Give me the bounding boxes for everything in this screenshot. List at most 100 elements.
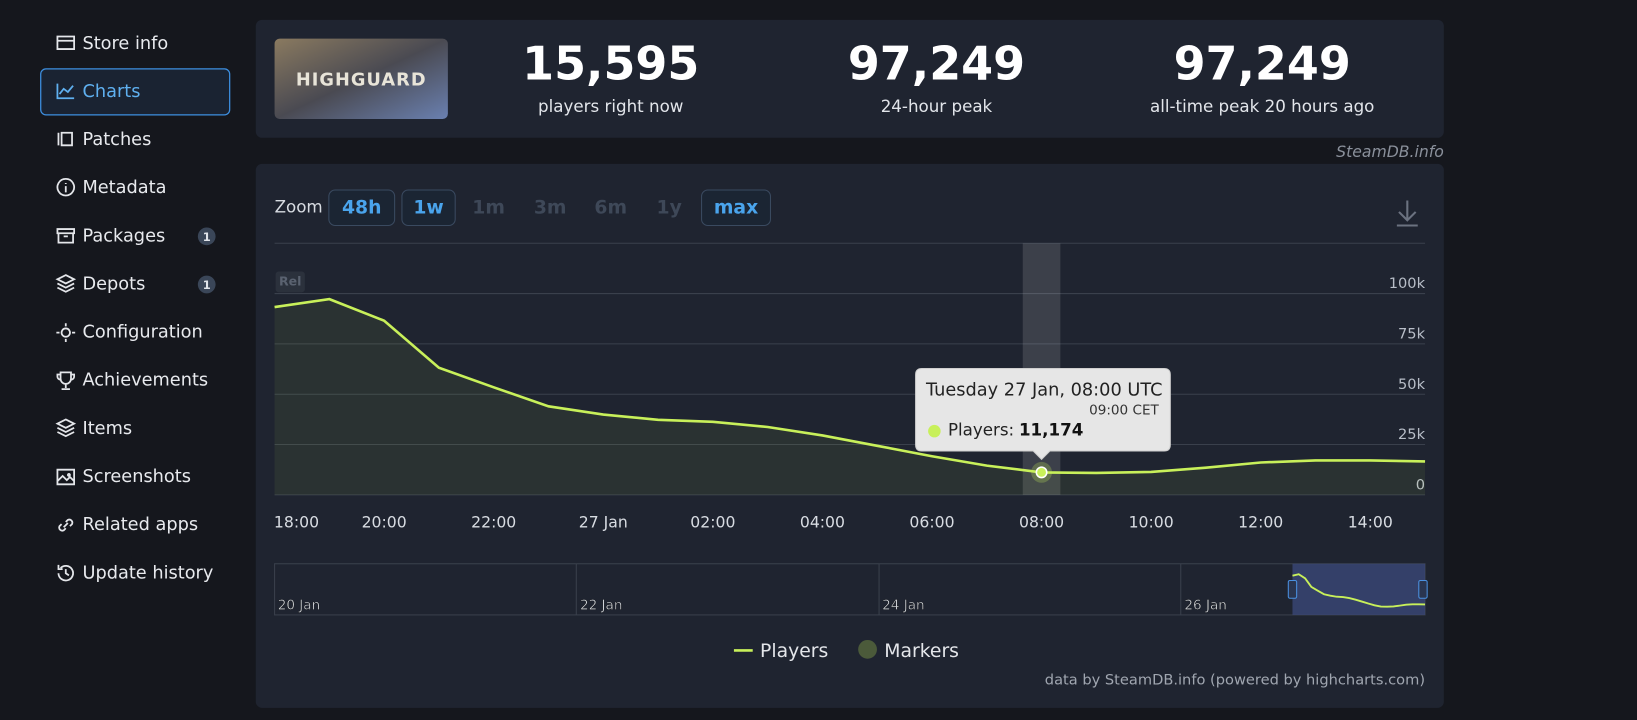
tooltip-box [915, 368, 1171, 461]
sidebar-icon [56, 371, 76, 390]
x-tick-label: 12:00 [1238, 513, 1283, 532]
navigator-handle[interactable] [1287, 579, 1298, 599]
x-tick-label: 10:00 [1129, 513, 1174, 532]
zoom-button[interactable]: 48h [328, 189, 396, 227]
x-tick-label: 18:00 [274, 513, 319, 532]
stat-label: all-time peak 20 hours ago [1150, 96, 1374, 116]
legend-label[interactable]: Markers [884, 641, 959, 662]
navigator-label: 22 Jan [580, 598, 622, 614]
sidebar-item[interactable]: Update history [57, 563, 213, 583]
y-tick-label: 100k [1389, 275, 1426, 292]
zoom-button-box [701, 189, 771, 227]
zoom-button-box [328, 189, 396, 227]
sidebar-icon [57, 131, 73, 147]
navigator-line [1292, 573, 1426, 608]
hover-point [1035, 466, 1048, 479]
game-image [274, 38, 448, 120]
watermark: SteamDB.info [1336, 142, 1444, 161]
download-icon[interactable] [1396, 200, 1418, 227]
sidebar-item[interactable]: Store info [56, 34, 168, 54]
sidebar-icon [56, 83, 75, 100]
sidebar-item[interactable]: Metadata [56, 177, 166, 198]
sidebar-icon [56, 177, 75, 197]
sidebar: Store info Charts Patches Metadata Packages 1… [40, 34, 231, 583]
sidebar-icon [56, 35, 76, 50]
game-logo: HIGHGUARD [296, 70, 427, 90]
zoom-button-label: 1w [413, 197, 443, 218]
sidebar-item[interactable]: Configuration [56, 323, 203, 343]
x-tick-label: 02:00 [690, 513, 735, 532]
zoom-button-label: 3m [534, 197, 567, 218]
sidebar-label: Achievements [82, 371, 208, 391]
badge [197, 275, 216, 294]
sidebar-label: Configuration [82, 323, 202, 343]
sidebar-item[interactable]: Achievements [56, 371, 208, 391]
tooltip-label: Players: [948, 420, 1014, 440]
sidebar-item[interactable]: Related apps [58, 515, 198, 535]
stats-panel [255, 19, 1444, 138]
zoom-button-label: 1y [657, 197, 682, 218]
x-tick-label: 04:00 [800, 513, 845, 532]
stat-value: 15,595 [522, 36, 699, 90]
marker-flag-label: Rel [279, 273, 301, 288]
marker-flag [275, 271, 305, 293]
zoom-button: 1m [472, 197, 505, 218]
credit[interactable]: data by SteamDB.info (powered by highcha… [1045, 672, 1425, 689]
y-tick-label: 50k [1398, 376, 1426, 393]
sidebar-label: Screenshots [82, 467, 191, 487]
zoom-button-label: 6m [594, 197, 627, 218]
stat-value: 97,249 [1174, 36, 1351, 90]
x-tick-label: 20:00 [362, 513, 407, 532]
zoom-button[interactable]: 1w [401, 189, 456, 227]
zoom-button-label: max [714, 197, 758, 218]
sidebar-icon [56, 228, 76, 244]
chart-panel [255, 163, 1444, 708]
tooltip-subtitle: 09:00 CET [1089, 402, 1159, 418]
sidebar-item[interactable]: Patches [57, 130, 151, 150]
zoom-button-label: 48h [342, 197, 382, 218]
badge-label: 1 [203, 278, 211, 292]
sidebar-item[interactable]: Items [55, 418, 132, 439]
navigator-label: 26 Jan [1184, 598, 1226, 614]
y-tick-label: 75k [1398, 325, 1426, 342]
sidebar-icon [55, 418, 77, 438]
navigator-selection [1292, 563, 1426, 615]
sidebar-label: Store info [82, 34, 168, 54]
stat-value: 97,249 [848, 36, 1025, 90]
sidebar-label: Packages [82, 226, 165, 246]
sidebar-icon [56, 468, 76, 486]
zoom-button-label: 1m [472, 197, 505, 218]
sidebar-label: Patches [82, 130, 151, 150]
sidebar-label: Update history [82, 563, 213, 583]
navigator-handle[interactable] [1418, 579, 1428, 599]
sidebar-icon [57, 564, 74, 582]
line [274, 297, 1426, 475]
sidebar-item[interactable]: Depots 1 [55, 274, 216, 294]
sidebar-item[interactable]: Charts [56, 82, 140, 102]
zoom-button: 1y [657, 197, 682, 218]
sidebar-label: Items [82, 419, 132, 439]
area [274, 299, 1426, 495]
stats: 15,595 players right now 97,249 24-hour pea… [522, 36, 1374, 116]
badge [197, 227, 216, 246]
navigator-label: 24 Jan [882, 598, 924, 614]
tooltip-title: Tuesday 27 Jan, 08:00 UTC [925, 380, 1163, 400]
sidebar-item[interactable]: Packages 1 [56, 226, 216, 246]
sidebar-icon [58, 518, 74, 532]
zoom-button[interactable]: max [701, 189, 771, 227]
x-tick-label: 08:00 [1019, 513, 1064, 532]
zoom-buttons: 48h 1w 1m 3m 6m 1y max [328, 189, 771, 227]
x-tick-label: 06:00 [909, 513, 954, 532]
x-tick-label: 27 Jan [579, 513, 628, 532]
sidebar-label: Metadata [82, 178, 166, 198]
chart: 0 25k 50k 75k 100k 18:00 20:00 22:00 27 Jan 02:00… [274, 242, 1428, 689]
sidebar-item[interactable]: Screenshots [56, 467, 191, 487]
legend-label[interactable]: Players [760, 641, 828, 662]
sidebar-label: Depots [82, 274, 145, 294]
stat-label: players right now [538, 96, 683, 116]
tooltip-dot [928, 424, 941, 438]
zoom-button: 3m [534, 197, 567, 218]
